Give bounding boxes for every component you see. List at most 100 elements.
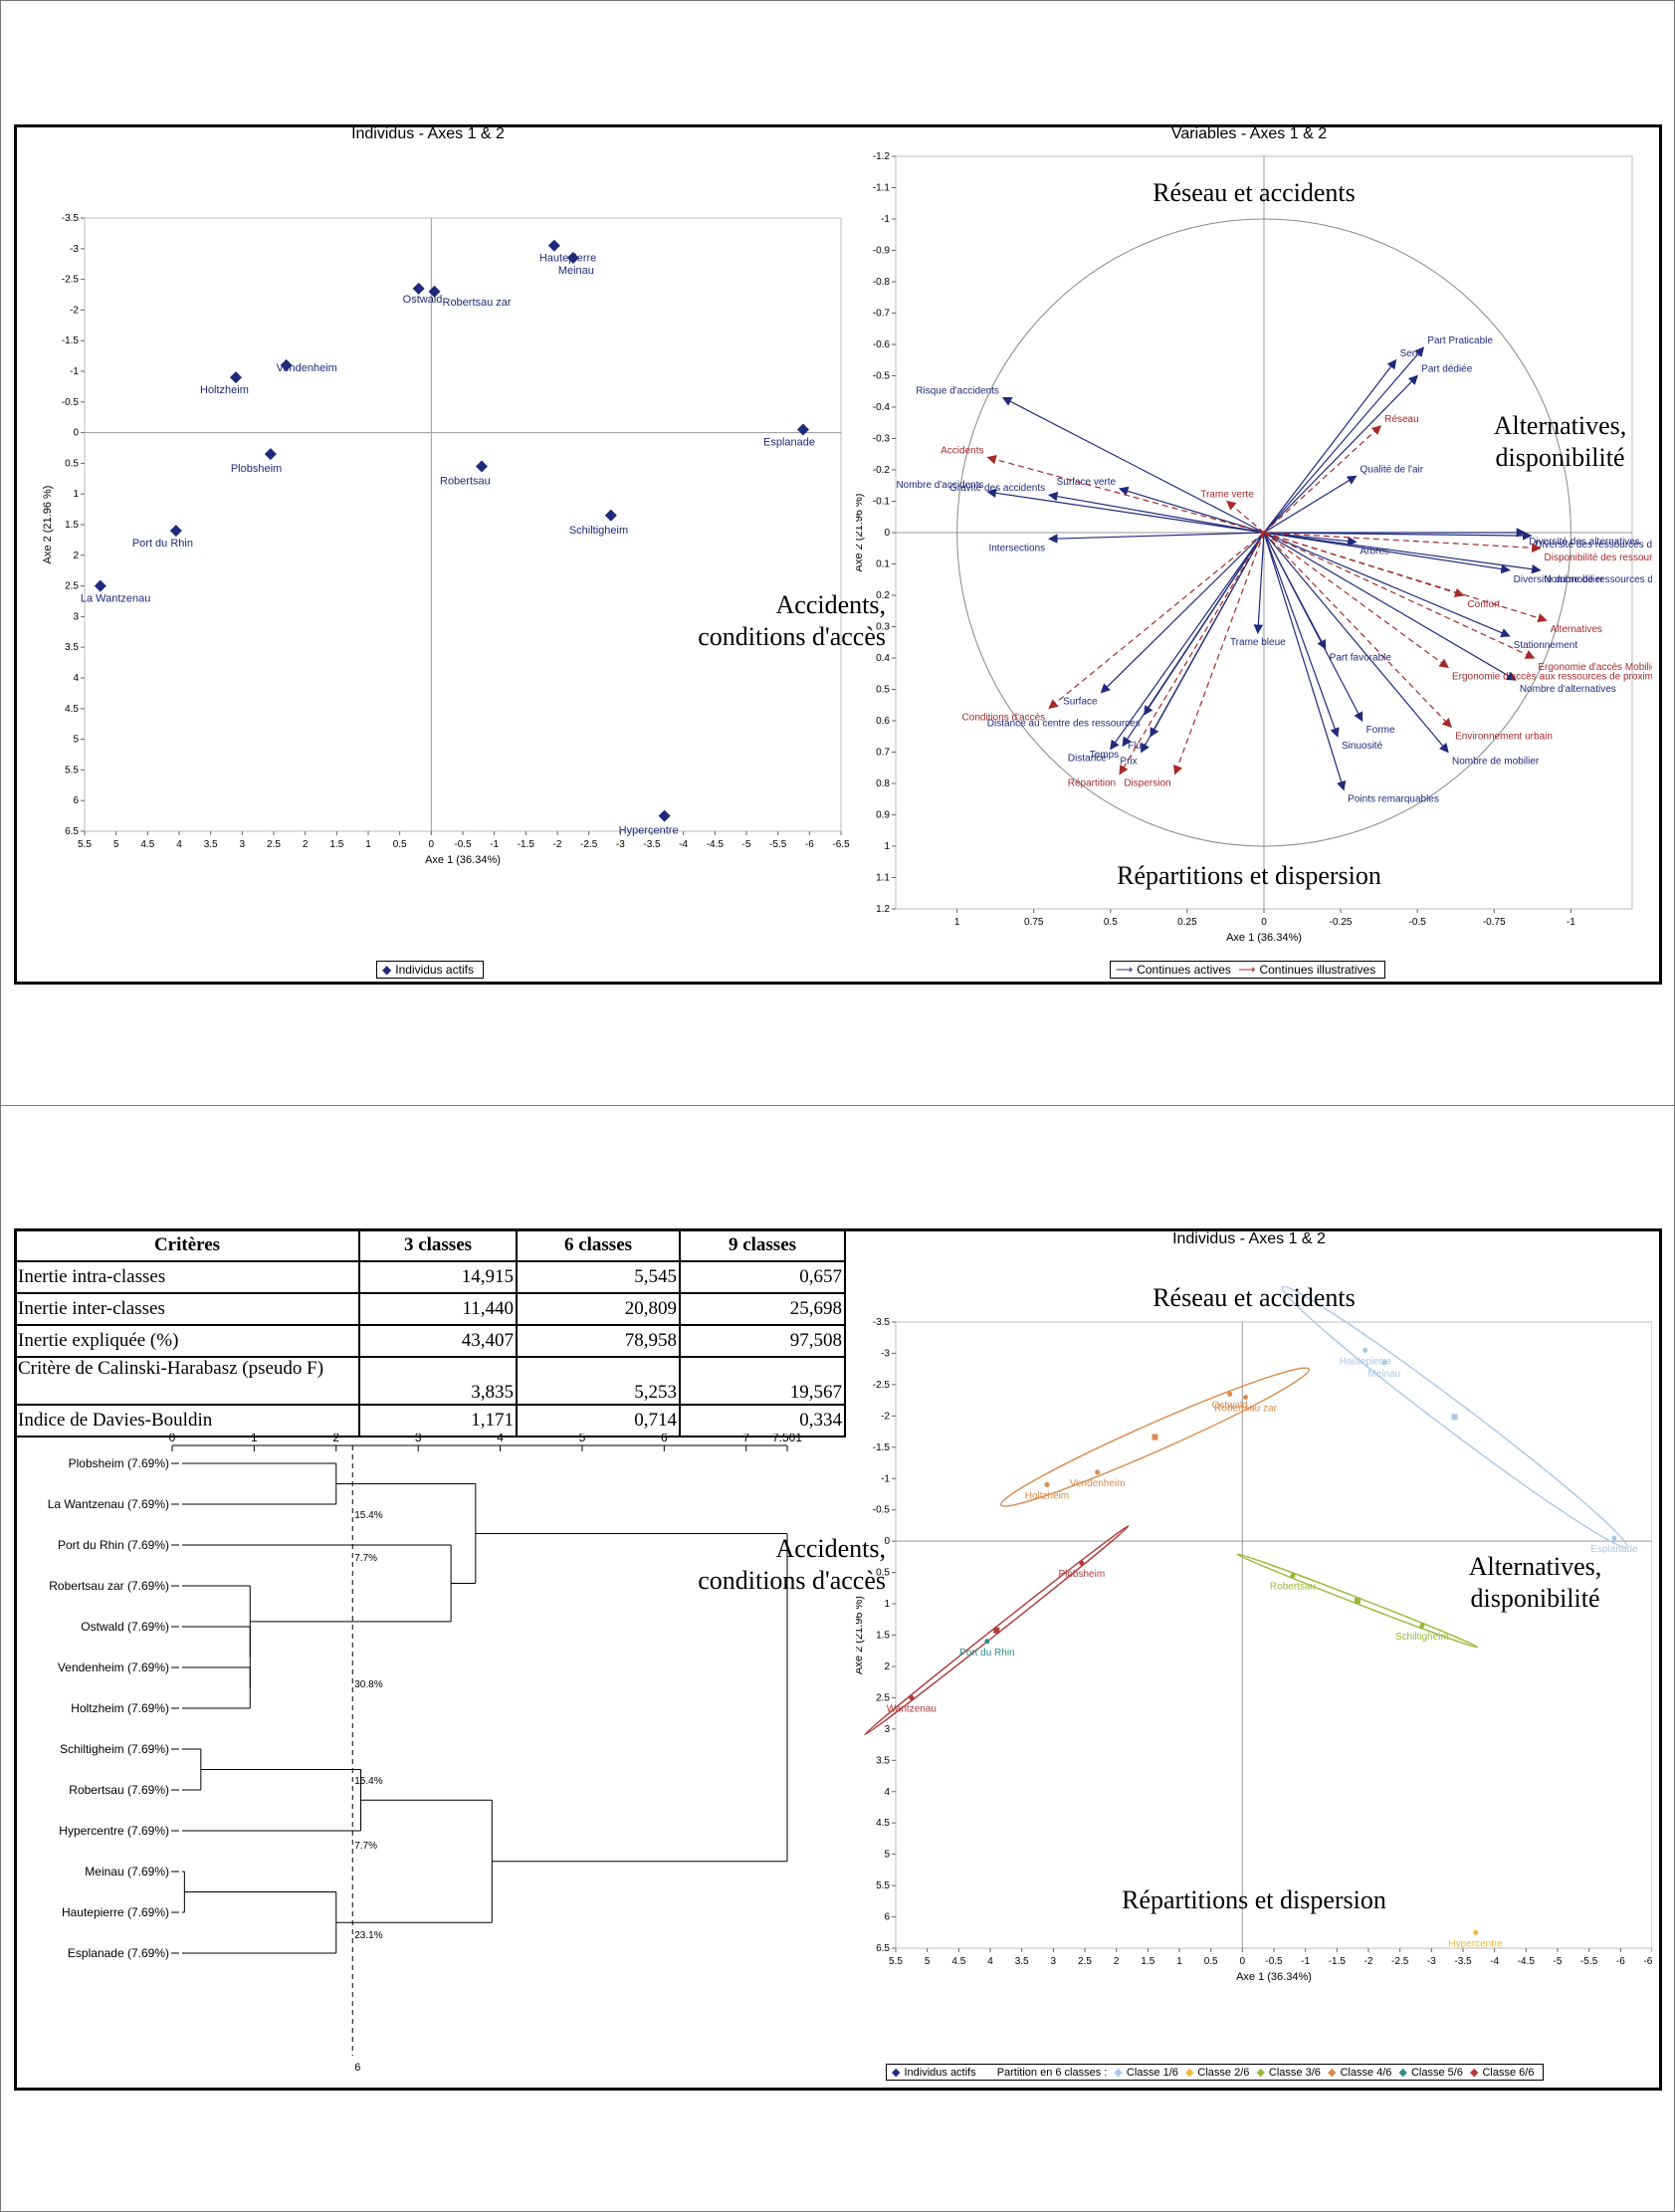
x-tick-label: 5 (925, 1956, 931, 1967)
active-vector (1263, 531, 1533, 541)
y-tick-label: 1.5 (876, 1631, 890, 1642)
variable-label: Gravité des accidents (949, 483, 1045, 494)
variable-label: Points remarquables (1348, 793, 1439, 804)
variable-label: Part Praticable (1427, 335, 1493, 346)
y-tick-label: 6 (884, 1912, 890, 1923)
y-tick-label: 3.5 (65, 642, 79, 653)
class-2-icon: ◆ (1184, 2067, 1194, 2079)
class-point (1290, 1573, 1296, 1579)
illustrative-vector (1119, 532, 1265, 775)
variable-label: Part dédiée (1421, 364, 1473, 375)
x-tick-label: 0.25 (1177, 917, 1197, 928)
variable-label: Conditions d'accès (962, 712, 1046, 723)
cluster-percentage: 15.4% (354, 1510, 382, 1521)
x-tick-label: 1 (1176, 1956, 1182, 1967)
illustrative-vector (1263, 532, 1449, 669)
cell: 3,835 (358, 1356, 518, 1406)
illustrative-vector (1263, 532, 1542, 553)
x-tick-label: -3 (1427, 1956, 1436, 1967)
x-tick-label: 0.5 (1104, 917, 1118, 928)
active-vector (1253, 532, 1265, 634)
y-tick-label: -0.5 (62, 397, 80, 408)
y-tick-label: 3.5 (876, 1755, 890, 1766)
x-tick-label: 3.5 (204, 839, 218, 850)
x-tick-label: 2.5 (1078, 1956, 1092, 1967)
annot-repartitions-1: Répartitions et dispersion (1117, 861, 1381, 890)
variable-label: Temps (1090, 750, 1119, 761)
classes-legend: ◆ Individus actifs Partition en 6 classes… (886, 2064, 1545, 2081)
point-label: Ostwald (403, 294, 443, 306)
y-tick-label: 0.4 (876, 653, 890, 664)
arrow-illustrative-icon: ⟶ (1238, 963, 1256, 977)
table-row: Critère de Calinski-Harabasz (pseudo F) 3… (14, 1356, 846, 1406)
class-5-icon: ◆ (1398, 2067, 1407, 2079)
variable-label: Nombre de ressources de proximité (1545, 574, 1653, 585)
variable-label: Forme (1366, 725, 1395, 736)
y-tick-label: 0.9 (876, 810, 890, 821)
dendrogram-leaf-label: Vendenheim (7.69%) (58, 1660, 169, 1674)
y-tick-label: 1.5 (65, 520, 79, 531)
active-vector (986, 488, 1265, 534)
x-tick-label: -0.75 (1483, 917, 1506, 928)
class-point (984, 1639, 990, 1645)
illustrative-vector (1263, 425, 1382, 534)
header-6-classes: 6 classes (516, 1228, 681, 1262)
y-tick-label: 0.5 (876, 1568, 890, 1579)
active-vector (1263, 346, 1425, 534)
point-label: Meinau (558, 265, 594, 277)
y-tick-label: 2.5 (65, 581, 79, 592)
x-tick-label: -3 (616, 839, 625, 850)
point-la-wantzenau (94, 579, 106, 592)
dendrogram-leaf-label: Esplanade (7.69%) (68, 1946, 169, 1960)
plot-area (895, 1321, 1652, 1949)
class-point (1227, 1391, 1233, 1397)
x-tick-label: 5.5 (78, 839, 92, 850)
dendrogram-leaf-label: Hautepierre (7.69%) (62, 1905, 169, 1919)
illustrative-vector (986, 454, 1265, 534)
y-tick-label: 4.5 (876, 1818, 890, 1829)
y-tick-label: 5 (73, 735, 79, 746)
point-robertsau (476, 460, 488, 473)
x-tick-label: -2 (553, 839, 562, 850)
y-tick-label: -2 (881, 1411, 890, 1422)
slide-1-frame (14, 124, 1662, 985)
y-tick-label: 0.5 (876, 685, 890, 696)
row-label: Inertie intra-classes (14, 1260, 360, 1294)
x-tick-label: 0.5 (1204, 1956, 1218, 1967)
y-tick-label: -3 (70, 244, 79, 255)
dendrogram-leaf-label: Hypercentre (7.69%) (59, 1824, 169, 1838)
row-label: Inertie expliquée (%) (14, 1324, 360, 1358)
y-tick-label: -0.5 (873, 1505, 891, 1516)
annot-accidents-1: Accidents, conditions d'accès (698, 590, 886, 651)
x-tick-label: 4 (176, 839, 182, 850)
cell: 1,171 (358, 1404, 518, 1438)
class-point (1419, 1623, 1425, 1629)
scale-tick-label: 3 (415, 1434, 422, 1444)
active-vector (1122, 532, 1265, 748)
x-tick-label: -0.25 (1330, 917, 1353, 928)
class-centroid (1152, 1434, 1158, 1440)
variable-label: Diversité du mobilier (1514, 574, 1604, 585)
x-tick-label: -5.5 (1580, 1956, 1598, 1967)
y-tick-label: 1.1 (876, 873, 890, 884)
legend-class-1: Classe 1/6 (1126, 2067, 1178, 2079)
class-point-label: Vendenheim (1070, 1478, 1126, 1489)
y-tick-label: 2 (884, 1661, 890, 1672)
legend-actifs-label: Individus actifs (904, 2067, 976, 2079)
y-tick-label: -0.8 (873, 277, 891, 288)
active-vector (1118, 486, 1265, 534)
x-tick-label: -5 (1554, 1956, 1563, 1967)
dendrogram-leaf-label: Robertsau (7.69%) (69, 1783, 169, 1797)
x-tick-label: 3.5 (1015, 1956, 1029, 1967)
point-esplanade (797, 423, 809, 436)
variable-label: Disponibilité des ressources de p (1545, 553, 1653, 563)
class-point (1243, 1394, 1248, 1400)
x-tick-label: -2.5 (580, 839, 598, 850)
dendrogram-leaf-label: Holtzheim (7.69%) (71, 1701, 169, 1715)
x-tick-label: -5.5 (769, 839, 787, 850)
point-vendenheim (280, 358, 293, 371)
class-point-label: Plobsheim (1058, 1569, 1105, 1580)
cell: 0,714 (516, 1404, 681, 1438)
cell: 5,253 (516, 1356, 681, 1406)
y-tick-label: 0.3 (876, 622, 890, 633)
